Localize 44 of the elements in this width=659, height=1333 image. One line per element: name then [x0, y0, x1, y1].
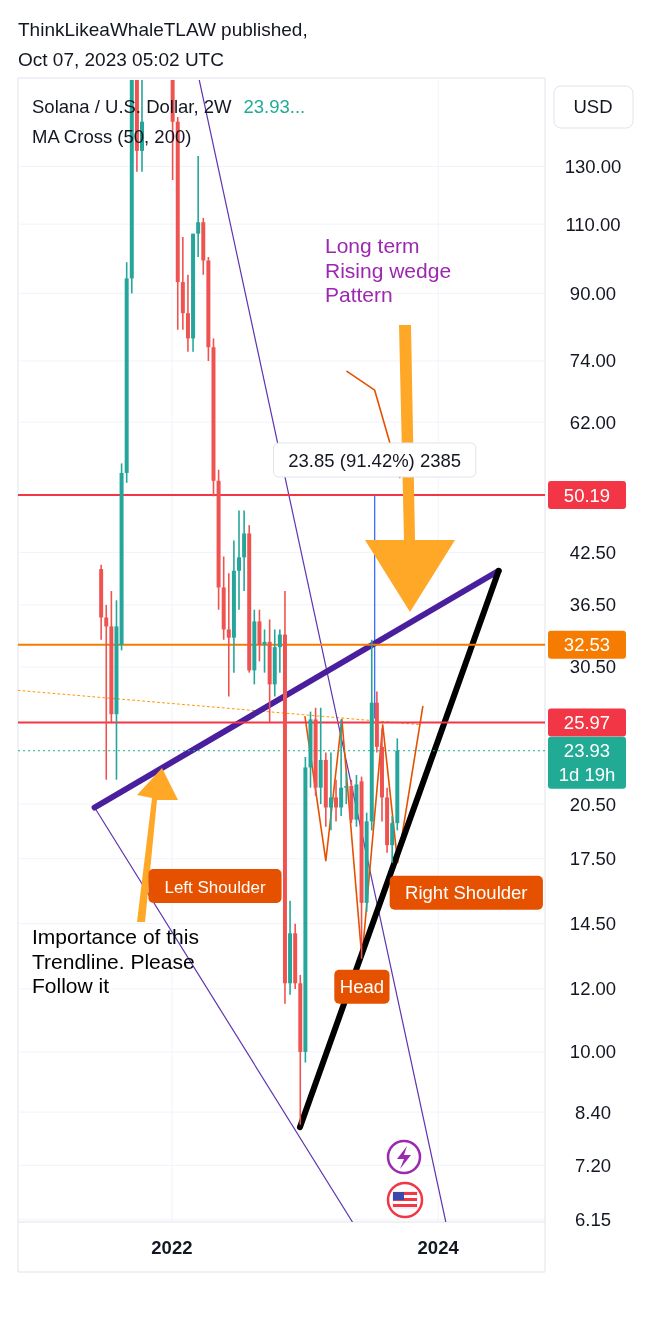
annotation: Head	[339, 976, 385, 998]
x-tick-label: 2022	[151, 1237, 193, 1258]
candlestick	[328, 751, 333, 832]
candlestick	[344, 771, 349, 805]
candlestick	[334, 778, 339, 823]
ref-line-label: 50.19	[563, 484, 611, 506]
annotation: 23.93...	[243, 96, 306, 117]
y-tick-label: 74.00	[569, 350, 617, 372]
y-tick-label: 90.00	[569, 282, 617, 304]
candlestick	[196, 155, 201, 258]
y-tick-label: 30.50	[569, 656, 617, 678]
candlestick	[390, 815, 395, 864]
y-tick-label: 62.00	[569, 411, 617, 433]
y-tick-label: 14.50	[569, 913, 617, 935]
y-tick-label: 10.00	[569, 1041, 617, 1063]
y-tick-label: 8.40	[574, 1101, 612, 1123]
candlestick	[257, 608, 262, 663]
y-tick-label: 42.50	[569, 541, 617, 563]
candlestick	[237, 509, 241, 611]
y-tick-label: 7.20	[574, 1154, 612, 1176]
y-tick-label: 12.00	[569, 978, 617, 1000]
chart-title: ThinkLikeaWhaleTLAW published,	[18, 19, 308, 40]
text: USD	[573, 96, 613, 117]
annotation: 23.85 (91.42%) 2385	[288, 449, 462, 471]
annotation: Left Shoulder	[164, 877, 266, 897]
annotation: Long term Rising wedge Pattern	[325, 234, 452, 306]
y-tick-label: 36.50	[569, 594, 617, 616]
y-tick-label: 20.50	[569, 793, 617, 815]
y-tick-label: 130.00	[564, 155, 622, 177]
candlestick	[262, 628, 267, 674]
candlestick	[242, 509, 247, 592]
ref-line-label: 32.53	[563, 634, 611, 656]
candlestick	[104, 604, 109, 781]
candlestick	[226, 572, 231, 698]
ref-line-label: 25.97	[563, 711, 611, 733]
text: 1d 19h	[558, 763, 616, 785]
x-tick-label: 2024	[417, 1237, 460, 1258]
y-tick-label: 6.15	[574, 1209, 612, 1231]
candlestick	[277, 628, 282, 674]
chart-subtitle: Oct 07, 2023 05:02 UTC	[18, 49, 224, 70]
annotation: Right Shoulder	[405, 882, 528, 904]
y-tick-label: 17.50	[569, 848, 617, 870]
ref-line-label: 23.93	[563, 740, 611, 762]
y-tick-label: 110.00	[565, 213, 621, 235]
